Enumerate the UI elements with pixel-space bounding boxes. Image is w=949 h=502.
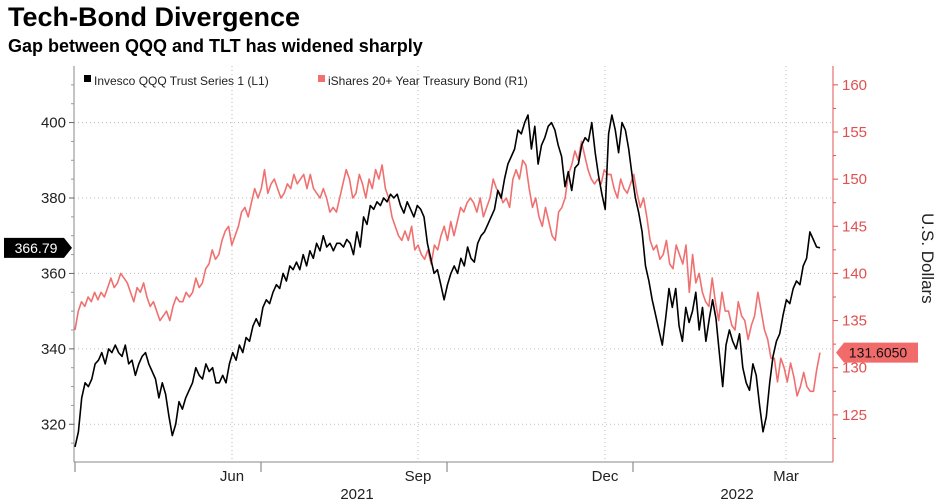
grid-lines [74,66,833,462]
right-tick-label: 145 [842,218,867,235]
last-value-badge-qqq [4,237,72,258]
right-axis-label: U.S. Dollars [918,213,937,304]
last-value-text-tlt: 131.6050 [849,345,908,361]
series-line-tlt [74,140,821,397]
left-tick-label: 360 [41,265,66,282]
chart-title: Tech-Bond Divergence [8,2,301,32]
right-tick-label: 150 [842,171,867,188]
chart-subtitle: Gap between QQQ and TLT has widened shar… [8,36,423,56]
series-line-qqq [74,114,821,448]
legend-label-tlt: iShares 20+ Year Treasury Bond (R1) [328,74,528,88]
left-tick-label: 340 [41,341,66,358]
axes: 320 340 360 380 400 125 130 135 140 145 150 155 160 J… [41,66,867,502]
x-month-label: Jun [220,468,244,485]
x-year-label: 2021 [340,486,373,502]
left-tick-label: 320 [41,416,66,433]
value-badges: 366.79 131.6050 [4,237,918,363]
x-month-label: Mar [773,468,799,485]
x-year-label: 2022 [720,486,753,502]
left-tick-label: 400 [41,115,66,132]
right-tick-label: 130 [842,360,867,377]
right-tick-label: 140 [842,265,867,282]
left-tick-label: 380 [41,190,66,207]
right-tick-label: 155 [842,124,867,141]
series-layer [74,114,821,448]
legend: Invesco QQQ Trust Series 1 (L1) iShares … [84,74,528,88]
right-tick-label: 160 [842,77,867,94]
legend-swatch-tlt [318,75,325,82]
last-value-badge-tlt [836,342,918,363]
right-tick-label: 125 [842,407,867,424]
x-month-label: Sep [405,468,432,485]
last-value-text-qqq: 366.79 [15,240,58,256]
x-month-label: Dec [592,468,619,485]
legend-label-qqq: Invesco QQQ Trust Series 1 (L1) [94,74,269,88]
legend-swatch-qqq [84,75,91,82]
right-tick-label: 135 [842,313,867,330]
